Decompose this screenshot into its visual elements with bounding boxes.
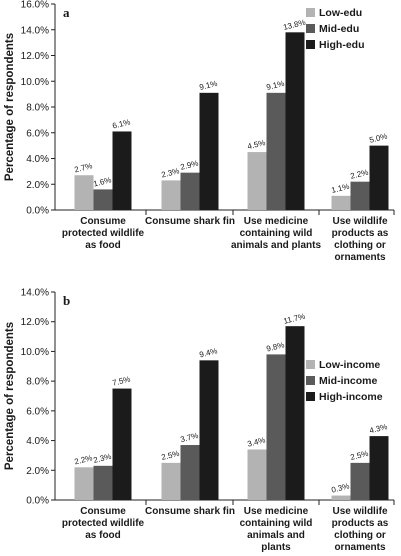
data-label: 9.1% — [198, 79, 218, 92]
y-tick-label: 14.0% — [21, 25, 49, 36]
bar-low-edu-4 — [331, 195, 351, 210]
x-category-label: Consume protected wildlife as food — [62, 216, 145, 251]
x-category-label: Consume protected wildlife as food — [62, 506, 145, 541]
y-axis-title: Percentage of respondents — [4, 322, 16, 470]
data-label: 5.0% — [368, 132, 388, 145]
x-category-label: Consume shark fin — [145, 216, 235, 227]
bar-high-income-2 — [199, 360, 219, 500]
legend-swatch — [306, 376, 315, 385]
x-category-label: Use medicine containing wild animals and pl… — [240, 506, 313, 553]
bar-mid-edu-1 — [93, 189, 113, 210]
bar-low-edu-1 — [74, 175, 94, 210]
data-label: 2.3% — [92, 452, 112, 465]
bar-mid-income-1 — [93, 465, 113, 500]
data-label: 6.1% — [111, 117, 131, 130]
legend-label: High-income — [319, 391, 383, 403]
bar-high-edu-2 — [199, 92, 219, 210]
y-tick-label: 6.0% — [26, 128, 49, 139]
y-tick-label: 0.0% — [26, 206, 49, 217]
bar-high-income-3 — [285, 326, 305, 500]
data-label: 7.5% — [111, 375, 131, 388]
bar-mid-income-2 — [180, 445, 200, 500]
y-tick-label: 0.0% — [26, 496, 49, 507]
chart-panel-a: a Percentage of respondents 0.0% 2.0% 4.0% 6.… — [4, 0, 395, 263]
bar-mid-income-3 — [266, 354, 286, 500]
bar-high-edu-4 — [369, 145, 389, 210]
data-label: 2.2% — [73, 453, 93, 466]
data-label: 9.8% — [265, 340, 285, 353]
x-category-label: Use wildlife products as clothing or orname… — [332, 216, 389, 263]
legend-swatch — [306, 24, 315, 33]
data-label: 4.5% — [246, 138, 266, 151]
bar-low-income-3 — [247, 449, 267, 500]
bar-mid-edu-2 — [180, 172, 200, 210]
data-label: 2.9% — [179, 159, 199, 172]
data-label: 9.4% — [198, 346, 218, 359]
bar-low-income-2 — [161, 462, 181, 500]
legend-swatch — [306, 392, 315, 401]
y-tick-label: 10.0% — [21, 347, 49, 358]
bar-mid-edu-4 — [350, 181, 370, 210]
y-tick-label: 2.0% — [26, 466, 49, 477]
bar-low-income-1 — [74, 467, 94, 500]
bar-mid-edu-3 — [266, 92, 286, 210]
data-label: 9.1% — [265, 79, 285, 92]
y-tick-label: 4.0% — [26, 436, 49, 447]
data-label: 2.2% — [349, 168, 369, 181]
bar-high-edu-1 — [112, 131, 132, 210]
legend-label: Low-edu — [319, 7, 362, 19]
legend-label: Low-income — [319, 359, 380, 371]
data-label: 1.6% — [92, 175, 112, 188]
data-label: 1.1% — [330, 182, 350, 195]
data-label: 3.7% — [179, 431, 199, 444]
x-category-label: Use wildlife products as clothing or orname… — [332, 506, 389, 553]
bar-mid-income-4 — [350, 462, 370, 500]
legend-label: Mid-income — [319, 375, 377, 387]
bar-high-income-1 — [112, 388, 132, 500]
y-tick-label: 12.0% — [21, 51, 49, 62]
legend-swatch — [306, 40, 315, 49]
bar-low-edu-3 — [247, 152, 267, 210]
data-label: 0.3% — [330, 482, 350, 495]
legend-swatch — [306, 360, 315, 369]
bar-low-edu-2 — [161, 180, 181, 210]
x-category-label: Use medicine containing wild animals and p… — [231, 216, 321, 251]
data-label: 4.3% — [368, 422, 388, 435]
data-label: 11.7% — [283, 312, 307, 326]
data-label: 2.7% — [73, 161, 93, 174]
y-tick-label: 6.0% — [26, 406, 49, 417]
bar-high-income-4 — [369, 436, 389, 500]
data-label: 2.3% — [160, 166, 180, 179]
x-category-label: Consume shark fin — [145, 506, 235, 517]
legend-swatch — [306, 8, 315, 17]
data-label: 13.8% — [282, 18, 306, 32]
legend-label: High-edu — [319, 39, 365, 51]
panel-letter: b — [63, 293, 70, 308]
legend-label: Mid-edu — [319, 23, 359, 35]
y-tick-label: 16.0% — [21, 0, 49, 11]
y-tick-label: 10.0% — [21, 77, 49, 88]
data-label: 3.4% — [246, 435, 266, 448]
y-axis-title: Percentage of respondents — [4, 33, 16, 181]
y-tick-label: 12.0% — [21, 317, 49, 328]
bar-high-edu-3 — [285, 32, 305, 211]
data-label: 2.5% — [349, 449, 369, 462]
panel-letter: a — [63, 5, 70, 20]
y-tick-label: 8.0% — [26, 103, 49, 114]
y-tick-label: 14.0% — [21, 288, 49, 299]
y-tick-label: 4.0% — [26, 154, 49, 165]
data-label: 2.5% — [160, 449, 180, 462]
bar-low-income-4 — [331, 495, 351, 500]
chart-panel-b: b Percentage of respondents 0.0% 2.0% 4.0% 6.… — [4, 288, 395, 553]
y-tick-label: 8.0% — [26, 377, 49, 388]
y-tick-label: 2.0% — [26, 180, 49, 191]
